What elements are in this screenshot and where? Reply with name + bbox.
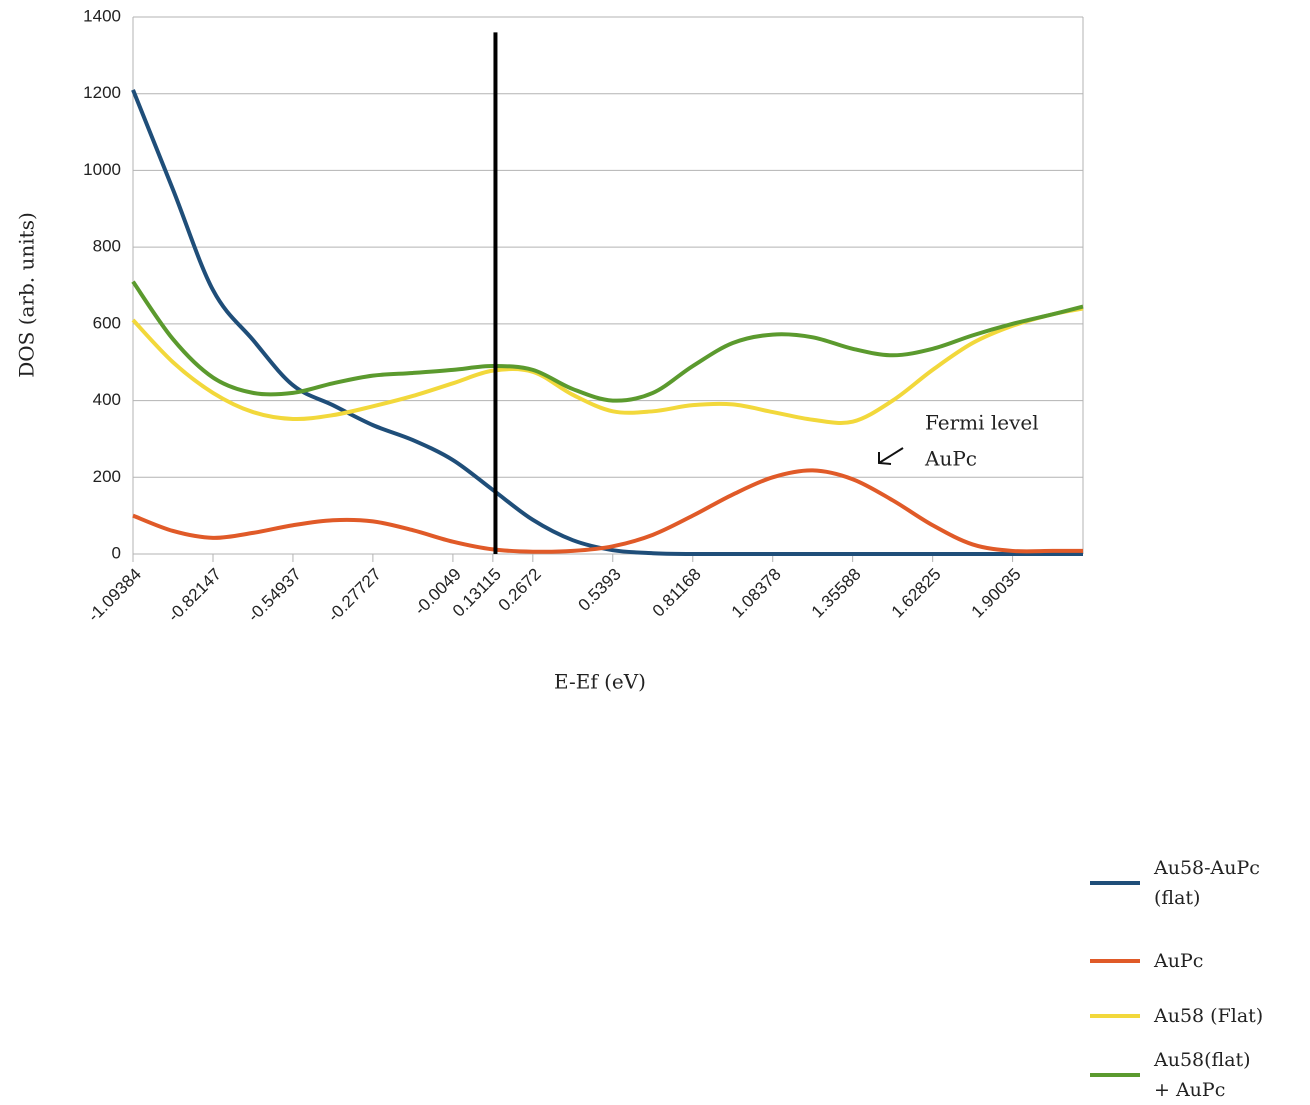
annotation: AuPc	[924, 447, 977, 471]
legend-item: Au58-AuPc (flat)	[1090, 853, 1264, 913]
legend-label: Au58 (Flat)	[1154, 1005, 1264, 1027]
y-tick-label: 1200	[83, 83, 121, 102]
legend-item: Au58 (Flat)	[1090, 1001, 1264, 1031]
legend-label: Au58-AuPc (flat)	[1154, 857, 1260, 909]
x-tick-label: -0.82147	[164, 565, 225, 626]
y-tick-label: 200	[93, 467, 121, 486]
y-tick-label: 800	[93, 237, 121, 256]
x-tick-label: 0.81168	[649, 565, 705, 621]
legend-swatch	[1090, 1014, 1140, 1018]
legend-item: AuPc	[1090, 946, 1264, 976]
annotation-arrow	[878, 447, 904, 465]
chart: DOS (arb. units) E-Ef (eV) Fermi level A…	[15, 6, 1084, 694]
page: DOS (arb. units) E-Ef (eV) Fermi level A…	[15, 6, 1264, 1101]
x-tick-label: 0.2672	[495, 565, 545, 615]
y-tick-label: 600	[93, 313, 121, 332]
legend-label: AuPc	[1154, 950, 1204, 972]
legend-label: Au58(flat) + AuPc	[1154, 1049, 1251, 1101]
x-tick-label: -0.54937	[244, 565, 305, 626]
x-tick-label: 1.08378	[728, 565, 785, 622]
legend-swatch	[1090, 1073, 1140, 1077]
x-tick-label: -0.27727	[324, 565, 385, 626]
data-line	[131, 280, 1084, 403]
y-tick-label: 400	[93, 390, 121, 409]
x-tick-label: 1.90035	[968, 565, 1025, 622]
x-axis-title: E-Ef (eV)	[554, 670, 646, 694]
x-tick-label: -1.09384	[84, 565, 145, 626]
y-tick-label: 1000	[83, 160, 121, 179]
data-line	[132, 468, 1083, 554]
x-tick-label: 1.35588	[808, 565, 865, 622]
y-tick-label: 1400	[83, 6, 121, 25]
data-line	[131, 89, 1083, 557]
y-tick-label: 0	[112, 543, 121, 562]
y-axis-title: DOS (arb. units)	[15, 212, 39, 378]
data-line	[131, 306, 1084, 425]
legend-item: Au58(flat) + AuPc	[1090, 1045, 1264, 1105]
legend-swatch	[1090, 959, 1140, 963]
annotation: Fermi level	[925, 411, 1039, 435]
legend-swatch	[1090, 881, 1140, 885]
x-tick-label: 0.5393	[575, 565, 625, 615]
x-tick-label: 1.62825	[888, 565, 945, 622]
